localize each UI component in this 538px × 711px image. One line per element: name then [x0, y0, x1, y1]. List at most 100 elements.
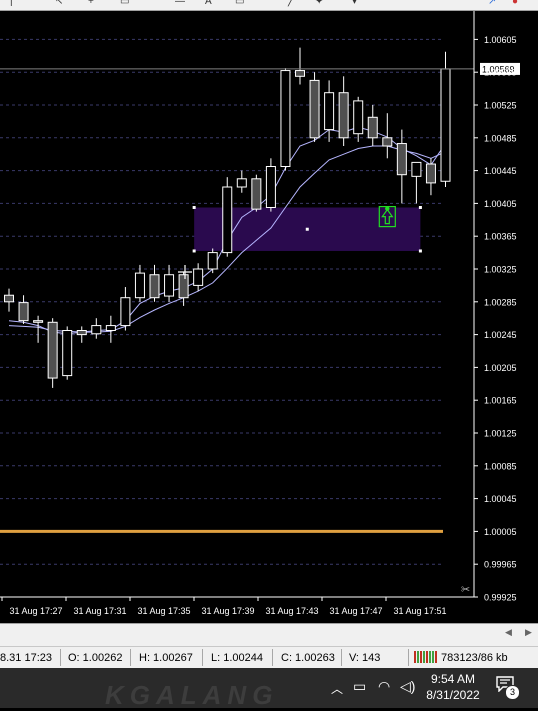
label-icon[interactable]: ▭ [235, 0, 245, 7]
volume-icon[interactable]: ◁) [400, 678, 416, 694]
x-tick-label: 31 Aug 17:43 [265, 606, 318, 616]
status-low: L: 1.00244 [211, 652, 263, 664]
candle-body [251, 178, 262, 210]
y-tick-label: 1.00525 [484, 101, 517, 111]
x-tick-label: 31 Aug 17:31 [73, 606, 126, 616]
zone-handle [418, 249, 422, 253]
price-chart[interactable]: 1.00569✂ 1.006051.005651.005251.004851.0… [0, 11, 538, 623]
axes: 1.00605 1.00565 1.00525 1.00485 1.00445 1.004… [0, 11, 517, 616]
x-tick-label: 31 Aug 17:39 [201, 606, 254, 616]
status-traffic: 783123/86 kb [441, 652, 508, 664]
clock[interactable]: 9:54 AM 8/31/2022 [420, 671, 486, 703]
status-separator [341, 649, 342, 666]
candle-body [440, 68, 451, 182]
y-tick-label: 1.00325 [484, 265, 517, 275]
notification-icon [496, 676, 514, 693]
chart-objects: 1.00569 ✂ [0, 62, 520, 596]
current-price-label-bg [480, 62, 520, 75]
status-separator [60, 649, 61, 666]
wifi-icon[interactable]: ◠ [378, 678, 391, 694]
candle-body [265, 166, 276, 208]
candle-body [120, 297, 131, 327]
clock-date: 8/31/2022 [426, 688, 480, 702]
candle-body [91, 325, 102, 335]
y-tick-label: 1.00005 [484, 527, 517, 537]
candle-body [134, 272, 145, 299]
notification-center[interactable]: 3 [496, 676, 520, 700]
trendline-icon[interactable]: ╱ [288, 0, 295, 7]
scroll-left-icon[interactable]: ◀ [505, 627, 512, 637]
alert-icon[interactable]: ● [512, 0, 519, 7]
current-price-label: 1.00569 [482, 64, 515, 74]
toolbar: | ↖ + ▭ — A ▭ ╱ ✦ ▾ ↗ ● [0, 0, 538, 11]
candle-body [164, 274, 175, 297]
candle-body [207, 252, 218, 270]
crosshair-icon[interactable]: + [88, 0, 94, 7]
y-tick-label: 0.99925 [484, 593, 517, 603]
candles [4, 47, 451, 388]
candle-body [338, 92, 349, 139]
windows-taskbar: KGALANG ︿ ▭ ◠ ◁) 9:54 AM 8/31/2022 3 [0, 668, 538, 710]
x-tick-label: 31 Aug 17:51 [393, 606, 446, 616]
candle-body [222, 186, 233, 254]
toolbar-button-icon[interactable]: | [10, 0, 13, 7]
zone-handle [305, 227, 309, 231]
status-separator [408, 649, 409, 666]
x-tick-label: 31 Aug 17:47 [329, 606, 382, 616]
candle-body [76, 330, 87, 336]
candle-body [280, 70, 291, 168]
x-tick-label: 31 Aug 17:35 [137, 606, 190, 616]
status-separator [130, 649, 131, 666]
y-tick-label: 1.00045 [484, 494, 517, 504]
y-tick-label: 1.00205 [484, 363, 517, 373]
scroll-right-icon[interactable]: ▶ [525, 627, 532, 637]
connection-bars-icon [414, 651, 438, 663]
y-tick-label: 1.00125 [484, 429, 517, 439]
y-tick-label: 0.99965 [484, 560, 517, 570]
candle-body [193, 268, 204, 286]
candle-body [367, 116, 378, 139]
y-tick-label: 1.00365 [484, 232, 517, 242]
y-tick-label: 1.00485 [484, 133, 517, 143]
buy-arrow-anchor [385, 206, 390, 211]
candle-body [105, 325, 116, 331]
horizontal-scrollbar[interactable]: ◀ ▶ [0, 623, 538, 646]
candle-body [18, 302, 29, 322]
candle-body [178, 274, 189, 299]
chevron-up-icon[interactable]: ︿ [331, 682, 344, 696]
y-tick-label: 1.00405 [484, 199, 517, 209]
status-separator [202, 649, 203, 666]
battery-icon[interactable]: ▭ [353, 678, 367, 694]
candle-body [149, 274, 160, 299]
status-separator [272, 649, 273, 666]
shapes-icon[interactable]: ▾ [352, 0, 358, 7]
clock-time: 9:54 AM [430, 672, 476, 686]
vertical-line-icon[interactable]: ▭ [120, 0, 130, 7]
candle-body [411, 161, 422, 177]
status-close: C: 1.00263 [281, 652, 335, 664]
y-tick-label: 1.00285 [484, 297, 517, 307]
y-tick-label: 1.00565 [484, 68, 517, 78]
status-high: H: 1.00267 [139, 652, 193, 664]
wallpaper-watermark: KGALANG [105, 680, 279, 710]
crosshair-cursor-icon [178, 265, 192, 279]
candle-body [396, 143, 407, 176]
candle-body [324, 92, 335, 131]
horizontal-line-icon[interactable]: — [175, 0, 185, 7]
notification-count-badge: 3 [505, 685, 520, 700]
y-tick-label: 1.00605 [484, 35, 517, 45]
y-tick-label: 1.00445 [484, 166, 517, 176]
candle-body [33, 320, 44, 323]
arrows-icon[interactable]: ✦ [315, 0, 324, 7]
status-open: O: 1.00262 [68, 652, 123, 664]
candle-body [62, 330, 73, 377]
candle-body [236, 178, 247, 188]
x-tick-label: 31 Aug 17:27 [9, 606, 62, 616]
candle-body [4, 294, 14, 303]
candle-body [382, 137, 393, 147]
text-icon[interactable]: A [205, 0, 212, 7]
cursor-icon[interactable]: ↖ [55, 0, 64, 7]
zone-handle [192, 206, 196, 209]
status-time: 8.31 17:23 [0, 652, 52, 664]
help-icon[interactable]: ↗ [488, 0, 497, 7]
